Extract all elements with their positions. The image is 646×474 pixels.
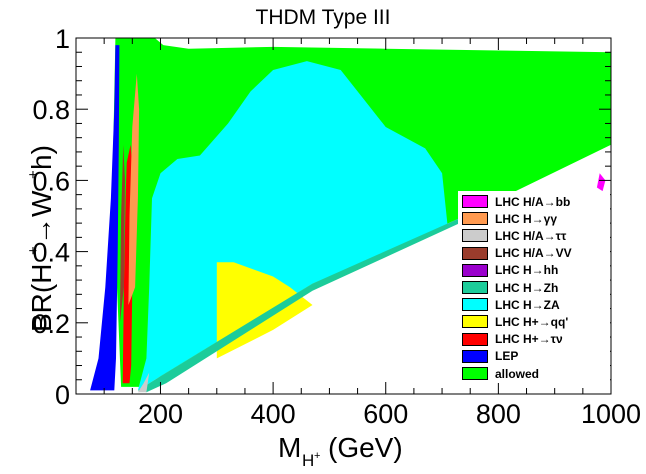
region-lhc-h-a- [137, 372, 150, 393]
legend-item: LHC H/A→bb [462, 193, 570, 210]
y-axis-label: BR(H + →W + h) [25, 145, 57, 332]
legend-item: LHC H/A→VV [462, 245, 572, 262]
y-tick-label: 0.6 [32, 166, 70, 196]
chart-regions [90, 38, 611, 393]
legend-swatch [462, 298, 488, 312]
legend-swatch [462, 367, 488, 380]
legend-swatch [462, 212, 488, 226]
legend-label: LHC H+→qq' [495, 314, 569, 329]
legend-item: LHC H+→qq' [462, 313, 568, 330]
legend-label: LHC H+→τν [495, 332, 563, 347]
y-tick-label: 0.4 [32, 238, 70, 268]
legend-item: LHC H→ZA [462, 296, 560, 313]
svg-text:BR(H: BR(H [26, 264, 57, 332]
legend-swatch [462, 263, 488, 277]
svg-text:H: H [302, 451, 314, 470]
x-tick-label: 200 [138, 399, 183, 429]
region-lhc-h- [128, 73, 140, 305]
legend-item: LHC H→hh [462, 262, 558, 279]
svg-text:+: + [314, 450, 320, 462]
legend-label: LHC H→γγ [495, 211, 558, 226]
axis-ticks: 200 400 600 800 1000 0 0.2 0.4 0.6 0.8 1 [32, 24, 641, 429]
region-lhc-h-zh [137, 216, 468, 393]
legend-label: LHC H→Zh [495, 280, 559, 295]
y-tick-label: 0.8 [32, 95, 70, 125]
y-tick-label: 0.2 [32, 309, 70, 339]
legend-item: LHC H→γγ [462, 210, 557, 227]
svg-text:→W: →W [26, 190, 57, 245]
legend-item: LHC H+→τν [462, 331, 563, 348]
legend-label: LEP [495, 349, 519, 364]
legend-item: allowed [462, 365, 539, 382]
legend-label: LHC H→ZA [495, 297, 560, 312]
legend-swatch [462, 315, 488, 329]
svg-text:+: + [25, 246, 42, 255]
y-tick-label: 1 [55, 24, 70, 54]
legend-label: LHC H→hh [495, 263, 559, 278]
region-lhc-h-a-vv [119, 144, 125, 323]
legend-swatch [462, 349, 488, 363]
legend-label: allowed [495, 366, 540, 381]
legend-item: LHC H→Zh [462, 279, 558, 296]
legend-item: LHC H/A→ττ [462, 227, 566, 244]
y-tick-label: 0 [55, 380, 70, 410]
x-axis-label: M H + (GeV) [278, 432, 403, 470]
chart-title: THDM Type III [255, 6, 391, 29]
plot-frame [75, 37, 612, 395]
x-tick-label: 400 [251, 399, 296, 429]
x-tick-label: 600 [363, 399, 408, 429]
legend-swatch [462, 229, 488, 243]
legend-swatch [462, 246, 488, 260]
svg-text:+: + [25, 170, 42, 179]
region-lep [90, 45, 120, 391]
chart-legend: LHC H/A→bb LHC H→γγ LHC H/A→ττ LHC H/A→VV LH… [458, 191, 610, 383]
legend-swatch [462, 332, 488, 346]
svg-text:(GeV): (GeV) [328, 432, 403, 463]
region-lhc-h-za [137, 61, 448, 391]
x-tick-label: 800 [476, 399, 521, 429]
legend-label: LHC H/A→ττ [495, 228, 567, 243]
legend-item: LEP [462, 348, 518, 365]
region-lhc-h-a-bb [596, 173, 606, 192]
legend-label: LHC H/A→bb [495, 194, 571, 209]
legend-label: LHC H/A→VV [495, 246, 572, 261]
svg-text:M: M [278, 432, 301, 463]
legend-swatch [462, 195, 488, 208]
legend-swatch [462, 281, 488, 294]
svg-text:h): h) [26, 145, 57, 170]
x-tick-label: 1000 [581, 399, 641, 429]
